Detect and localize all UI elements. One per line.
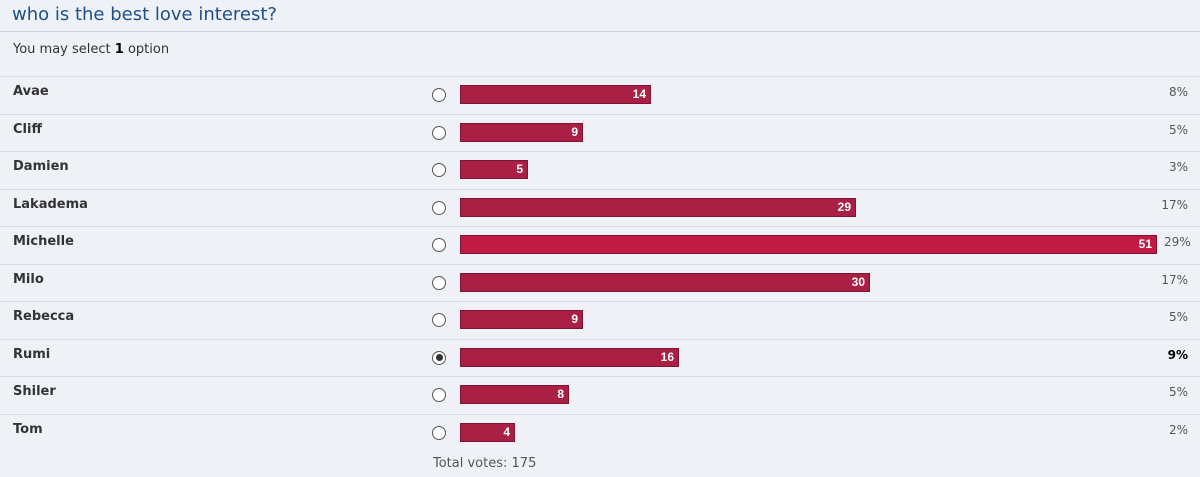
select-count: 1	[114, 42, 124, 57]
option-radio-button[interactable]	[432, 425, 446, 440]
option-label: Rumi	[13, 346, 51, 362]
vote-count: 30	[851, 274, 865, 289]
vote-bar: 30	[460, 272, 870, 292]
option-label: Milo	[13, 271, 44, 287]
option-radio-button[interactable]	[432, 125, 446, 140]
option-radio-button[interactable]	[432, 200, 446, 215]
option-label: Avae	[13, 84, 49, 99]
title-divider	[0, 31, 1200, 32]
vote-percent: 17%	[1161, 272, 1188, 287]
option-label: Tom	[13, 421, 43, 437]
vote-bar: 8	[460, 385, 569, 404]
vote-count: 5	[516, 162, 523, 176]
poll-option-row[interactable]: Damien 5 3%	[0, 151, 1200, 189]
poll-option-row[interactable]: Rumi 16 9%	[0, 338, 1200, 377]
vote-count: 51	[1138, 237, 1152, 251]
option-label: Lakadema	[13, 196, 88, 212]
poll-option-row[interactable]: Michelle 51 29%	[0, 226, 1200, 264]
vote-percent: 9%	[1167, 347, 1188, 362]
vote-bar: 4	[460, 422, 515, 442]
poll-options: Avae 14 8% Cliff 9 5% Damien 5 3% Lakadema 29 17% Mi…	[0, 76, 1200, 451]
vote-percent: 3%	[1168, 160, 1188, 174]
poll-option-row[interactable]: Tom 4 2%	[0, 413, 1200, 452]
poll-option-row[interactable]: Shiler 8 5%	[0, 376, 1200, 414]
option-radio-button[interactable]	[432, 313, 446, 327]
total-votes: Total votes: 175	[433, 456, 537, 471]
vote-count: 29	[837, 199, 851, 214]
vote-count: 16	[660, 349, 674, 364]
option-label: Cliff	[13, 121, 42, 137]
option-radio-button[interactable]	[432, 388, 446, 402]
vote-bar: 5	[460, 160, 528, 179]
poll-option-row[interactable]: Avae 14 8%	[0, 76, 1200, 114]
option-label: Shiler	[13, 384, 56, 399]
vote-count: 9	[571, 124, 578, 139]
option-label: Rebecca	[13, 309, 75, 324]
vote-count: 14	[632, 87, 646, 101]
vote-count: 8	[557, 387, 564, 401]
vote-bar: 16	[460, 347, 679, 367]
option-radio-button[interactable]	[432, 163, 446, 177]
option-label: Damien	[13, 159, 69, 174]
poll-option-row[interactable]: Rebecca 9 5%	[0, 301, 1200, 339]
vote-bar: 51	[460, 235, 1157, 254]
select-suffix: option	[127, 42, 170, 57]
vote-count: 4	[503, 424, 510, 439]
option-radio-button[interactable]	[432, 88, 446, 102]
vote-bar: 29	[460, 197, 856, 217]
select-prefix: You may select	[13, 42, 111, 57]
vote-bar: 9	[460, 122, 583, 142]
option-radio-button[interactable]	[432, 238, 446, 252]
vote-percent: 5%	[1168, 310, 1188, 324]
poll-title: who is the best love interest?	[12, 4, 277, 25]
vote-percent: 5%	[1168, 385, 1188, 399]
vote-bar: 9	[460, 310, 583, 329]
vote-percent: 2%	[1168, 422, 1188, 437]
vote-percent: 29%	[1164, 235, 1191, 249]
vote-count: 9	[571, 312, 578, 326]
vote-percent: 17%	[1161, 197, 1188, 212]
vote-percent: 5%	[1168, 122, 1188, 137]
vote-percent: 8%	[1168, 85, 1188, 99]
option-radio-button[interactable]	[432, 275, 446, 290]
poll-option-row[interactable]: Milo 30 17%	[0, 263, 1200, 302]
poll-option-row[interactable]: Cliff 9 5%	[0, 113, 1200, 152]
option-radio-button[interactable]	[432, 350, 446, 365]
poll-option-row[interactable]: Lakadema 29 17%	[0, 188, 1200, 227]
option-label: Michelle	[13, 234, 74, 249]
select-note: You may select 1 option	[13, 41, 169, 59]
vote-bar: 14	[460, 85, 651, 104]
